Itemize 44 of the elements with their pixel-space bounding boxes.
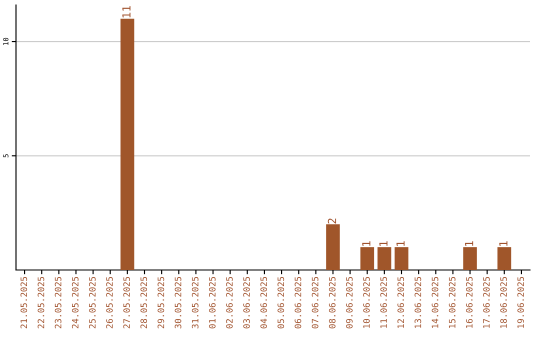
data-label: 1 (396, 241, 405, 246)
x-tick-label: 28.05.2025 (140, 276, 148, 328)
bar (326, 224, 340, 270)
x-tick-label: 11.06.2025 (380, 276, 387, 328)
data-label: 1 (499, 241, 508, 246)
x-tick-label: 17.06.2025 (483, 276, 490, 328)
x-tick-label: 30.05.2025 (174, 276, 182, 328)
data-label: 1 (379, 241, 388, 246)
x-tick-label: 27.05.2025 (123, 276, 130, 328)
bar (497, 247, 512, 270)
x-tick-label: 15.06.2025 (448, 276, 456, 328)
x-tick-label: 26.05.2025 (106, 276, 113, 328)
x-tick-label: 02.06.2025 (226, 276, 233, 328)
x-tick-label: 14.06.2025 (432, 276, 438, 328)
x-tick-label: 19.06.2025 (517, 276, 524, 328)
x-tick-label: 05.06.2025 (278, 276, 284, 328)
x-tick-label: 13.06.2025 (414, 276, 422, 328)
bar (463, 247, 477, 270)
bar (360, 247, 374, 270)
data-label: 1 (362, 241, 370, 246)
x-tick-label: 29.05.2025 (158, 276, 164, 328)
x-tick-label: 10.06.2025 (363, 276, 370, 328)
bar (120, 18, 134, 270)
x-tick-label: 16.06.2025 (466, 276, 473, 328)
x-tick-label: 23.05.2025 (54, 276, 62, 328)
x-tick-label: 31.05.2025 (192, 276, 198, 328)
x-tick-label: 21.05.2025 (20, 276, 28, 328)
bar (394, 247, 408, 270)
data-label: 2 (328, 218, 336, 224)
x-tick-label: 06.06.2025 (294, 276, 302, 328)
bar (378, 247, 392, 270)
x-tick-label: 08.06.2025 (328, 276, 336, 328)
data-label: 1 (465, 241, 474, 246)
x-tick-label: 12.06.2025 (397, 276, 404, 328)
data-label: 11 (122, 6, 130, 18)
x-tick-label: 25.05.2025 (89, 276, 96, 328)
x-tick-label: 22.05.2025 (38, 276, 44, 328)
x-tick-label: 03.06.2025 (243, 276, 250, 328)
x-tick-label: 24.05.2025 (72, 276, 79, 328)
x-tick-label: 18.06.2025 (500, 276, 507, 328)
x-tick-label: 01.06.2025 (208, 276, 216, 328)
x-tick-label: 04.06.2025 (260, 276, 267, 328)
x-tick-label: 09.06.2025 (346, 276, 353, 328)
x-tick-label: 07.06.2025 (312, 276, 318, 328)
